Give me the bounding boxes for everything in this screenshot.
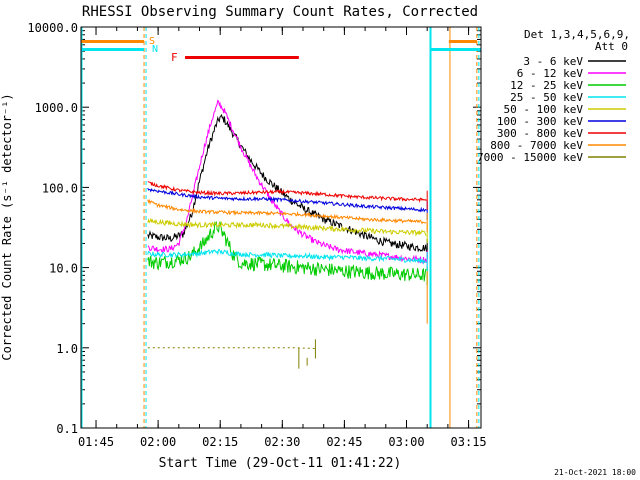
x-tick-label: 02:15: [202, 435, 238, 449]
legend-entry-label: 25 - 50 keV: [510, 91, 583, 104]
bottom-right-date: 21-Oct-2021 18:00: [554, 468, 636, 477]
state-label-s: S: [149, 36, 155, 47]
night-state-bar: [81, 48, 145, 51]
x-tick-label: 01:45: [78, 435, 114, 449]
legend-entry-label: 12 - 25 keV: [510, 79, 583, 92]
legend-entry-label: 6 - 12 keV: [517, 67, 584, 80]
x-tick-label: 03:00: [388, 435, 424, 449]
legend-entry-label: 50 - 100 keV: [504, 103, 584, 116]
series-line-6: [147, 181, 427, 203]
night-state-bar: [430, 48, 481, 51]
series-line-4: [147, 217, 427, 237]
series-line-5: [147, 187, 427, 213]
y-tick-label: 10000.0: [27, 21, 78, 35]
legend-header-line-1: Det 1,3,4,5,6,9,: [524, 28, 630, 41]
y-tick-label: 0.1: [56, 422, 78, 436]
series-line-7: [147, 198, 427, 225]
x-tick-label: 02:00: [140, 435, 176, 449]
y-axis-label: Corrected Count Rate (s⁻¹ detector⁻¹): [0, 93, 14, 360]
legend-entry-label: 300 - 800 keV: [497, 127, 583, 140]
series-line-3: [147, 249, 427, 265]
y-tick-label: 1000.0: [35, 101, 78, 115]
series-line-0: [147, 113, 427, 253]
series-line-1: [147, 99, 427, 265]
chart-title: RHESSI Observing Summary Count Rates, Co…: [82, 4, 478, 20]
flare-state-bar: [185, 56, 299, 59]
x-axis-label: Start Time (29-Oct-11 01:41:22): [159, 456, 402, 471]
x-tick-label: 03:15: [451, 435, 487, 449]
state-label-f: F: [171, 51, 178, 64]
legend-entry-label: 800 - 7000 keV: [490, 139, 583, 152]
sun-state-bar: [81, 40, 145, 43]
x-tick-label: 02:45: [326, 435, 362, 449]
y-tick-label: 1.0: [56, 342, 78, 356]
plot-frame: [80, 26, 482, 429]
legend-entry-label: 7000 - 15000 keV: [477, 151, 583, 164]
legend-entry-label: 100 - 300 keV: [497, 115, 583, 128]
state-label-n: N: [152, 44, 158, 55]
legend-entry-label: 3 - 6 keV: [523, 55, 583, 68]
series-line-2: [147, 220, 427, 282]
y-tick-label: 10.0: [49, 262, 78, 276]
y-tick-label: 100.0: [42, 181, 78, 195]
series-line-8: [147, 347, 315, 349]
legend-header-line-2: Att 0: [595, 40, 628, 53]
sun-state-bar: [448, 40, 477, 43]
x-tick-label: 02:30: [264, 435, 300, 449]
